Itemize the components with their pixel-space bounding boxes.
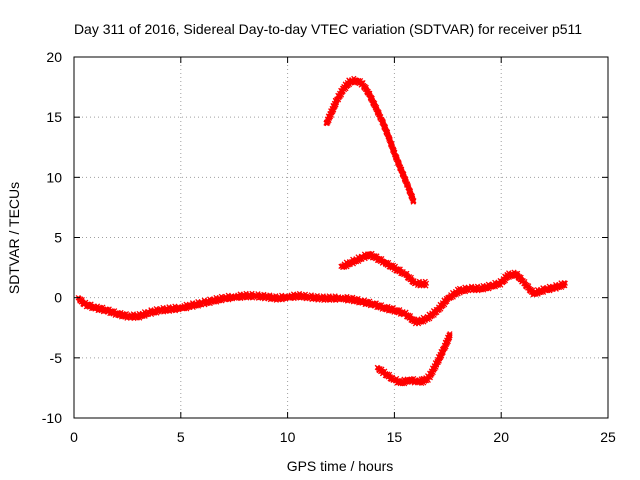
x-tick-label: 25 <box>600 429 616 445</box>
x-axis-label: GPS time / hours <box>287 458 394 474</box>
series-middle-arc <box>338 250 430 289</box>
x-tick-label: 5 <box>177 429 185 445</box>
series-upper-arc <box>323 75 417 205</box>
y-tick-label: 0 <box>54 290 62 306</box>
y-tick-label: 15 <box>46 109 62 125</box>
x-tick-label: 15 <box>387 429 403 445</box>
y-axis-label: SDTVAR / TECUs <box>6 182 22 294</box>
y-tick-label: 20 <box>46 49 62 65</box>
x-tick-label: 20 <box>493 429 509 445</box>
data-point <box>562 280 568 286</box>
grid <box>74 57 608 418</box>
data-point <box>447 331 453 337</box>
chart-title: Day 311 of 2016, Sidereal Day-to-day VTE… <box>74 21 582 37</box>
series-lower-arc <box>374 331 453 387</box>
data-point <box>423 280 430 286</box>
x-tick-label: 10 <box>280 429 296 445</box>
x-tick-label: 0 <box>70 429 78 445</box>
series-main-band <box>75 269 568 327</box>
plot-area <box>75 75 568 387</box>
y-tick-label: 5 <box>54 230 62 246</box>
y-tick-label: -5 <box>50 350 63 366</box>
axes: 0 5 10 15 20 25 -10 -5 0 5 10 15 20 <box>42 49 616 445</box>
y-tick-label: -10 <box>42 410 62 426</box>
data-point <box>410 198 417 205</box>
y-tick-label: 10 <box>46 169 62 185</box>
